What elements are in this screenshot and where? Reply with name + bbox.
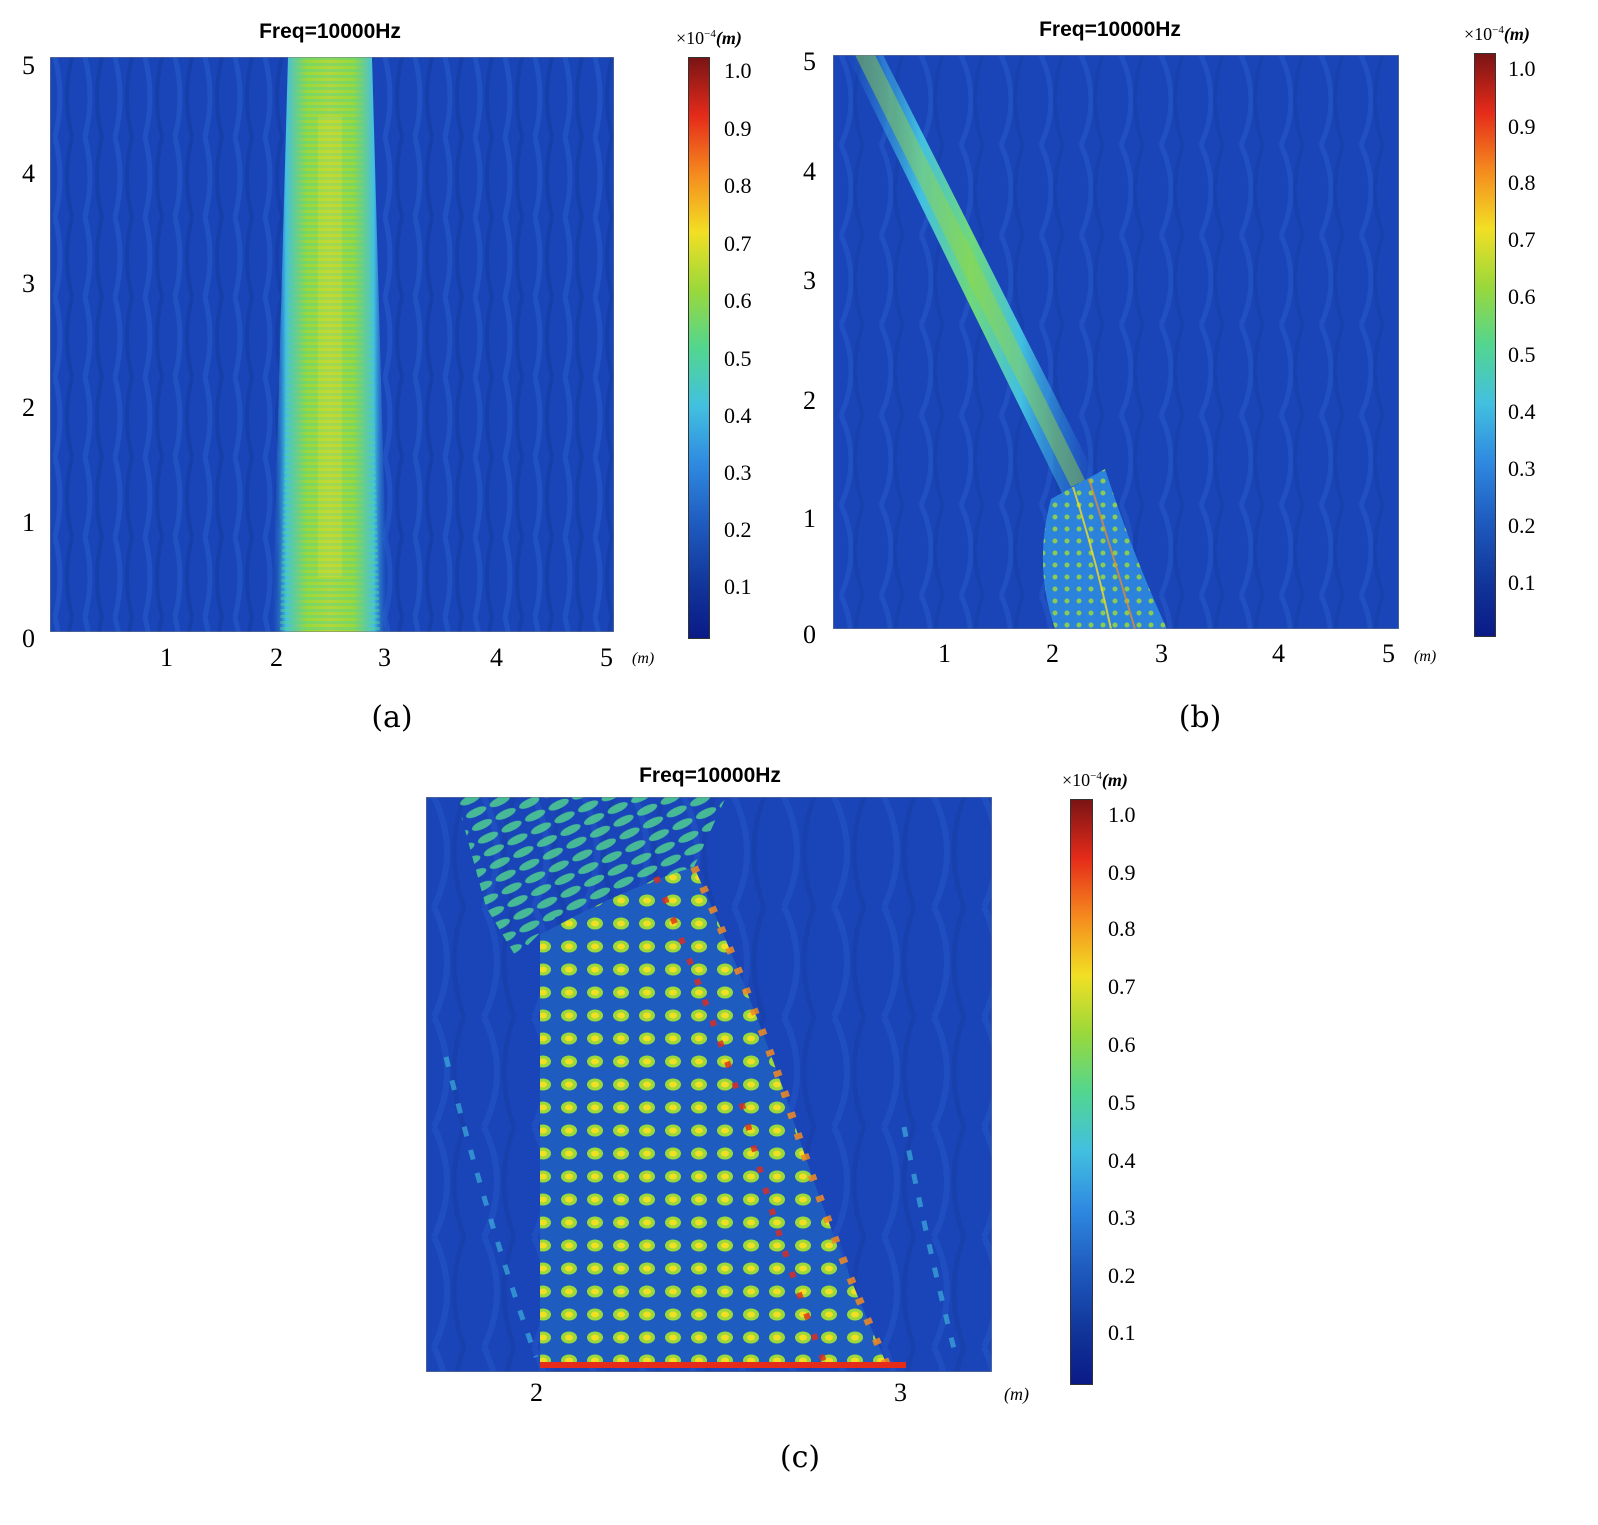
cb-tick-b-4: 0.4 xyxy=(1508,399,1536,424)
cb-tick-a-9: 0.9 xyxy=(724,116,752,141)
x-unit-b: (m) xyxy=(1414,648,1437,665)
x-tick-b-1: 1 xyxy=(938,639,951,668)
cb-tick-c-9: 0.9 xyxy=(1108,860,1136,885)
y-tick-a-0: 0 xyxy=(22,624,35,653)
cb-tick-a-4: 0.4 xyxy=(724,403,752,428)
plot-title-a: Freq=10000Hz xyxy=(259,20,401,43)
lattice-region-c xyxy=(540,867,888,1367)
x-tick-b-5: 5 xyxy=(1382,639,1395,668)
cb-tick-a-7: 0.7 xyxy=(724,231,752,256)
colorbar-multiplier-c: ×10−4(m) xyxy=(1062,770,1128,790)
cb-tick-a-1: 0.1 xyxy=(724,574,752,599)
y-tick-b-3: 3 xyxy=(803,266,816,295)
y-tick-b-1: 1 xyxy=(803,504,816,533)
cb-tick-a-3: 0.3 xyxy=(724,460,752,485)
x-tick-b-4: 4 xyxy=(1272,639,1285,668)
plot-title-c: Freq=10000Hz xyxy=(639,764,781,787)
plot-title-b: Freq=10000Hz xyxy=(1039,18,1181,41)
cb-tick-b-6: 0.6 xyxy=(1508,284,1536,309)
caption-c: (c) xyxy=(779,1440,821,1475)
x-tick-a-3: 3 xyxy=(378,643,391,672)
cb-tick-c-1: 0.1 xyxy=(1108,1320,1136,1345)
heatmap-a xyxy=(50,57,614,632)
colorbar-multiplier-b: ×10−4(m) xyxy=(1464,24,1530,44)
cb-tick-a-10: 1.0 xyxy=(724,58,752,83)
heatmap-c xyxy=(426,797,992,1372)
x-unit-c: (m) xyxy=(1004,1384,1029,1404)
cb-tick-b-5: 0.5 xyxy=(1508,342,1536,367)
heatmap-b xyxy=(833,55,1399,629)
cb-tick-c-3: 0.3 xyxy=(1108,1205,1136,1230)
y-tick-a-2: 2 xyxy=(22,393,35,422)
beam-core-a xyxy=(318,117,342,577)
y-tick-a-3: 3 xyxy=(22,269,35,298)
cb-tick-c-7: 0.7 xyxy=(1108,974,1136,999)
cb-tick-b-8: 0.8 xyxy=(1508,170,1536,195)
x-tick-b-3: 3 xyxy=(1155,639,1168,668)
cb-tick-a-5: 0.5 xyxy=(724,346,752,371)
cb-tick-b-7: 0.7 xyxy=(1508,227,1536,252)
y-tick-b-0: 0 xyxy=(803,620,816,649)
cb-tick-c-2: 0.2 xyxy=(1108,1263,1136,1288)
x-tick-a-2: 2 xyxy=(270,643,283,672)
cb-tick-c-6: 0.6 xyxy=(1108,1032,1136,1057)
y-tick-b-4: 4 xyxy=(803,157,816,186)
cb-tick-b-3: 0.3 xyxy=(1508,456,1536,481)
x-tick-a-1: 1 xyxy=(160,643,173,672)
cb-tick-b-1: 0.1 xyxy=(1508,570,1536,595)
y-tick-a-1: 1 xyxy=(22,508,35,537)
cb-tick-a-2: 0.2 xyxy=(724,517,752,542)
x-tick-a-4: 4 xyxy=(490,643,503,672)
x-tick-c-2: 2 xyxy=(530,1378,543,1407)
cb-tick-b-10: 1.0 xyxy=(1508,56,1536,81)
x-tick-b-2: 2 xyxy=(1046,639,1059,668)
x-tick-c-3: 3 xyxy=(894,1378,907,1407)
y-tick-b-5: 5 xyxy=(803,47,816,76)
cb-tick-b-2: 0.2 xyxy=(1508,513,1536,538)
y-tick-a-4: 4 xyxy=(22,159,35,188)
base-line-c xyxy=(540,1362,906,1368)
cb-tick-c-10: 1.0 xyxy=(1108,802,1136,827)
cb-tick-c-4: 0.4 xyxy=(1108,1148,1136,1173)
colorbar-b xyxy=(1474,53,1496,637)
cb-tick-a-6: 0.6 xyxy=(724,288,752,313)
x-tick-a-5: 5 xyxy=(600,643,613,672)
y-tick-b-2: 2 xyxy=(803,386,816,415)
colorbar-a xyxy=(688,57,710,639)
colorbar-multiplier-a: ×10−4(m) xyxy=(676,28,742,48)
cb-tick-a-8: 0.8 xyxy=(724,173,752,198)
cb-tick-c-8: 0.8 xyxy=(1108,916,1136,941)
cb-tick-c-5: 0.5 xyxy=(1108,1090,1136,1115)
y-tick-a-5: 5 xyxy=(22,51,35,80)
caption-a: (a) xyxy=(371,700,413,735)
beam-stripes-a xyxy=(280,57,380,632)
deflected-beam-b xyxy=(847,55,1095,495)
caption-b: (b) xyxy=(1178,700,1222,735)
incoming-ripples-c xyxy=(456,797,726,957)
cb-tick-b-9: 0.9 xyxy=(1508,114,1536,139)
colorbar-c xyxy=(1070,799,1093,1385)
x-unit-a: (m) xyxy=(632,650,655,667)
